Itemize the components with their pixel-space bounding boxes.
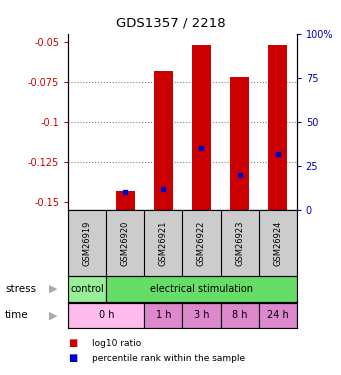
Text: GDS1357 / 2218: GDS1357 / 2218 — [116, 17, 225, 30]
Text: 1 h: 1 h — [155, 310, 171, 320]
Text: GSM26920: GSM26920 — [121, 220, 130, 266]
Bar — [182, 303, 221, 328]
Bar — [268, 45, 287, 210]
Text: ▶: ▶ — [49, 284, 57, 294]
Bar — [68, 276, 106, 302]
Text: 0 h: 0 h — [99, 310, 114, 320]
Text: control: control — [70, 284, 104, 294]
Text: 3 h: 3 h — [194, 310, 209, 320]
Text: 24 h: 24 h — [267, 310, 288, 320]
Text: GSM26921: GSM26921 — [159, 220, 168, 266]
Bar — [144, 303, 182, 328]
Text: 8 h: 8 h — [232, 310, 247, 320]
Text: GSM26924: GSM26924 — [273, 220, 282, 266]
Text: log10 ratio: log10 ratio — [92, 339, 141, 348]
Text: percentile rank within the sample: percentile rank within the sample — [92, 354, 245, 363]
Text: GSM26922: GSM26922 — [197, 220, 206, 266]
Text: GSM26919: GSM26919 — [83, 220, 92, 266]
Bar — [221, 303, 258, 328]
Text: ▶: ▶ — [49, 310, 57, 320]
Text: ■: ■ — [68, 338, 77, 348]
Text: time: time — [5, 310, 29, 320]
Text: ■: ■ — [68, 353, 77, 363]
Bar — [106, 276, 297, 302]
Bar — [116, 191, 135, 210]
Bar — [230, 77, 249, 210]
Bar — [154, 70, 173, 210]
Text: GSM26923: GSM26923 — [235, 220, 244, 266]
Text: stress: stress — [5, 284, 36, 294]
Bar — [192, 45, 211, 210]
Bar — [68, 303, 144, 328]
Bar — [258, 303, 297, 328]
Text: electrical stimulation: electrical stimulation — [150, 284, 253, 294]
